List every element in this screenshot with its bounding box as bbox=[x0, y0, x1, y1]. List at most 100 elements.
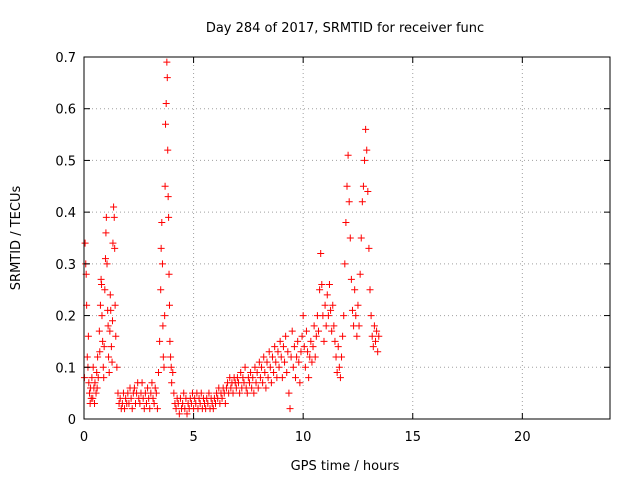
data-point bbox=[256, 374, 264, 382]
data-point bbox=[259, 379, 267, 387]
data-point bbox=[138, 379, 146, 387]
y-tick-label: 0.4 bbox=[55, 206, 76, 221]
y-tick-label: 0 bbox=[68, 413, 76, 428]
data-point bbox=[353, 332, 361, 340]
data-point bbox=[107, 306, 115, 314]
data-point bbox=[318, 281, 326, 289]
data-point bbox=[104, 322, 112, 330]
data-point bbox=[167, 363, 175, 371]
data-point bbox=[309, 343, 317, 351]
data-point bbox=[157, 286, 165, 294]
data-point bbox=[162, 100, 170, 108]
data-point bbox=[357, 234, 365, 242]
data-point bbox=[342, 218, 350, 226]
data-point bbox=[205, 389, 213, 397]
data-point bbox=[355, 322, 363, 330]
x-tick-label: 15 bbox=[404, 430, 421, 445]
data-point bbox=[288, 327, 296, 335]
data-point bbox=[278, 374, 286, 382]
data-point bbox=[323, 291, 331, 299]
data-point bbox=[164, 146, 172, 154]
data-point bbox=[105, 353, 113, 361]
data-point bbox=[362, 125, 370, 133]
data-point bbox=[236, 389, 244, 397]
data-points bbox=[80, 58, 383, 418]
data-point bbox=[307, 337, 315, 345]
data-point bbox=[158, 260, 166, 268]
data-point bbox=[361, 156, 369, 164]
data-point bbox=[110, 213, 118, 221]
data-point bbox=[165, 213, 173, 221]
data-point bbox=[161, 312, 169, 320]
data-point bbox=[300, 343, 308, 351]
data-point bbox=[311, 353, 319, 361]
data-point bbox=[296, 379, 304, 387]
data-point bbox=[334, 343, 342, 351]
data-point bbox=[310, 322, 318, 330]
data-point bbox=[346, 234, 354, 242]
y-tick-label: 0.5 bbox=[55, 154, 76, 169]
data-point bbox=[99, 363, 107, 371]
data-point bbox=[305, 374, 313, 382]
data-point bbox=[327, 306, 335, 314]
data-point bbox=[279, 343, 287, 351]
data-point bbox=[373, 327, 381, 335]
data-point bbox=[130, 384, 138, 392]
data-point bbox=[302, 327, 310, 335]
data-point bbox=[155, 368, 163, 376]
data-point bbox=[370, 322, 378, 330]
data-point bbox=[317, 250, 325, 258]
data-point bbox=[356, 270, 364, 278]
data-point bbox=[358, 198, 366, 206]
data-point bbox=[160, 363, 168, 371]
data-point bbox=[107, 343, 115, 351]
data-point bbox=[250, 389, 258, 397]
data-point bbox=[274, 348, 282, 356]
data-point bbox=[363, 146, 371, 154]
data-point bbox=[371, 337, 379, 345]
data-point bbox=[121, 405, 129, 413]
data-point bbox=[245, 379, 253, 387]
data-point bbox=[102, 229, 110, 237]
data-point bbox=[264, 374, 272, 382]
data-point bbox=[165, 270, 173, 278]
data-point bbox=[125, 399, 133, 407]
data-point bbox=[290, 343, 298, 351]
data-point bbox=[258, 363, 266, 371]
data-point bbox=[95, 327, 103, 335]
data-point bbox=[247, 368, 255, 376]
data-point bbox=[166, 337, 174, 345]
x-tick-labels: 0 5 10 15 20 bbox=[80, 430, 531, 445]
data-point bbox=[100, 343, 108, 351]
data-point bbox=[112, 332, 120, 340]
data-point bbox=[175, 410, 183, 418]
data-point bbox=[243, 389, 251, 397]
data-point bbox=[167, 353, 175, 361]
data-point bbox=[331, 337, 339, 345]
data-point bbox=[330, 322, 338, 330]
data-point bbox=[88, 374, 96, 382]
data-point bbox=[253, 368, 261, 376]
data-point bbox=[102, 213, 110, 221]
data-point bbox=[293, 353, 301, 361]
data-point bbox=[142, 399, 150, 407]
data-point bbox=[89, 363, 97, 371]
data-point bbox=[341, 260, 349, 268]
data-point bbox=[165, 301, 173, 309]
data-point bbox=[91, 399, 99, 407]
data-point bbox=[150, 399, 158, 407]
data-point bbox=[91, 379, 99, 387]
data-point bbox=[262, 384, 270, 392]
data-point bbox=[157, 244, 165, 252]
data-point bbox=[281, 358, 289, 366]
data-point bbox=[249, 374, 257, 382]
x-tick-label: 20 bbox=[514, 430, 531, 445]
data-point bbox=[333, 368, 341, 376]
data-point bbox=[295, 358, 303, 366]
data-point bbox=[284, 348, 292, 356]
data-point bbox=[365, 244, 373, 252]
data-point bbox=[237, 368, 245, 376]
data-point bbox=[312, 332, 320, 340]
data-point bbox=[263, 358, 271, 366]
data-point bbox=[351, 286, 359, 294]
